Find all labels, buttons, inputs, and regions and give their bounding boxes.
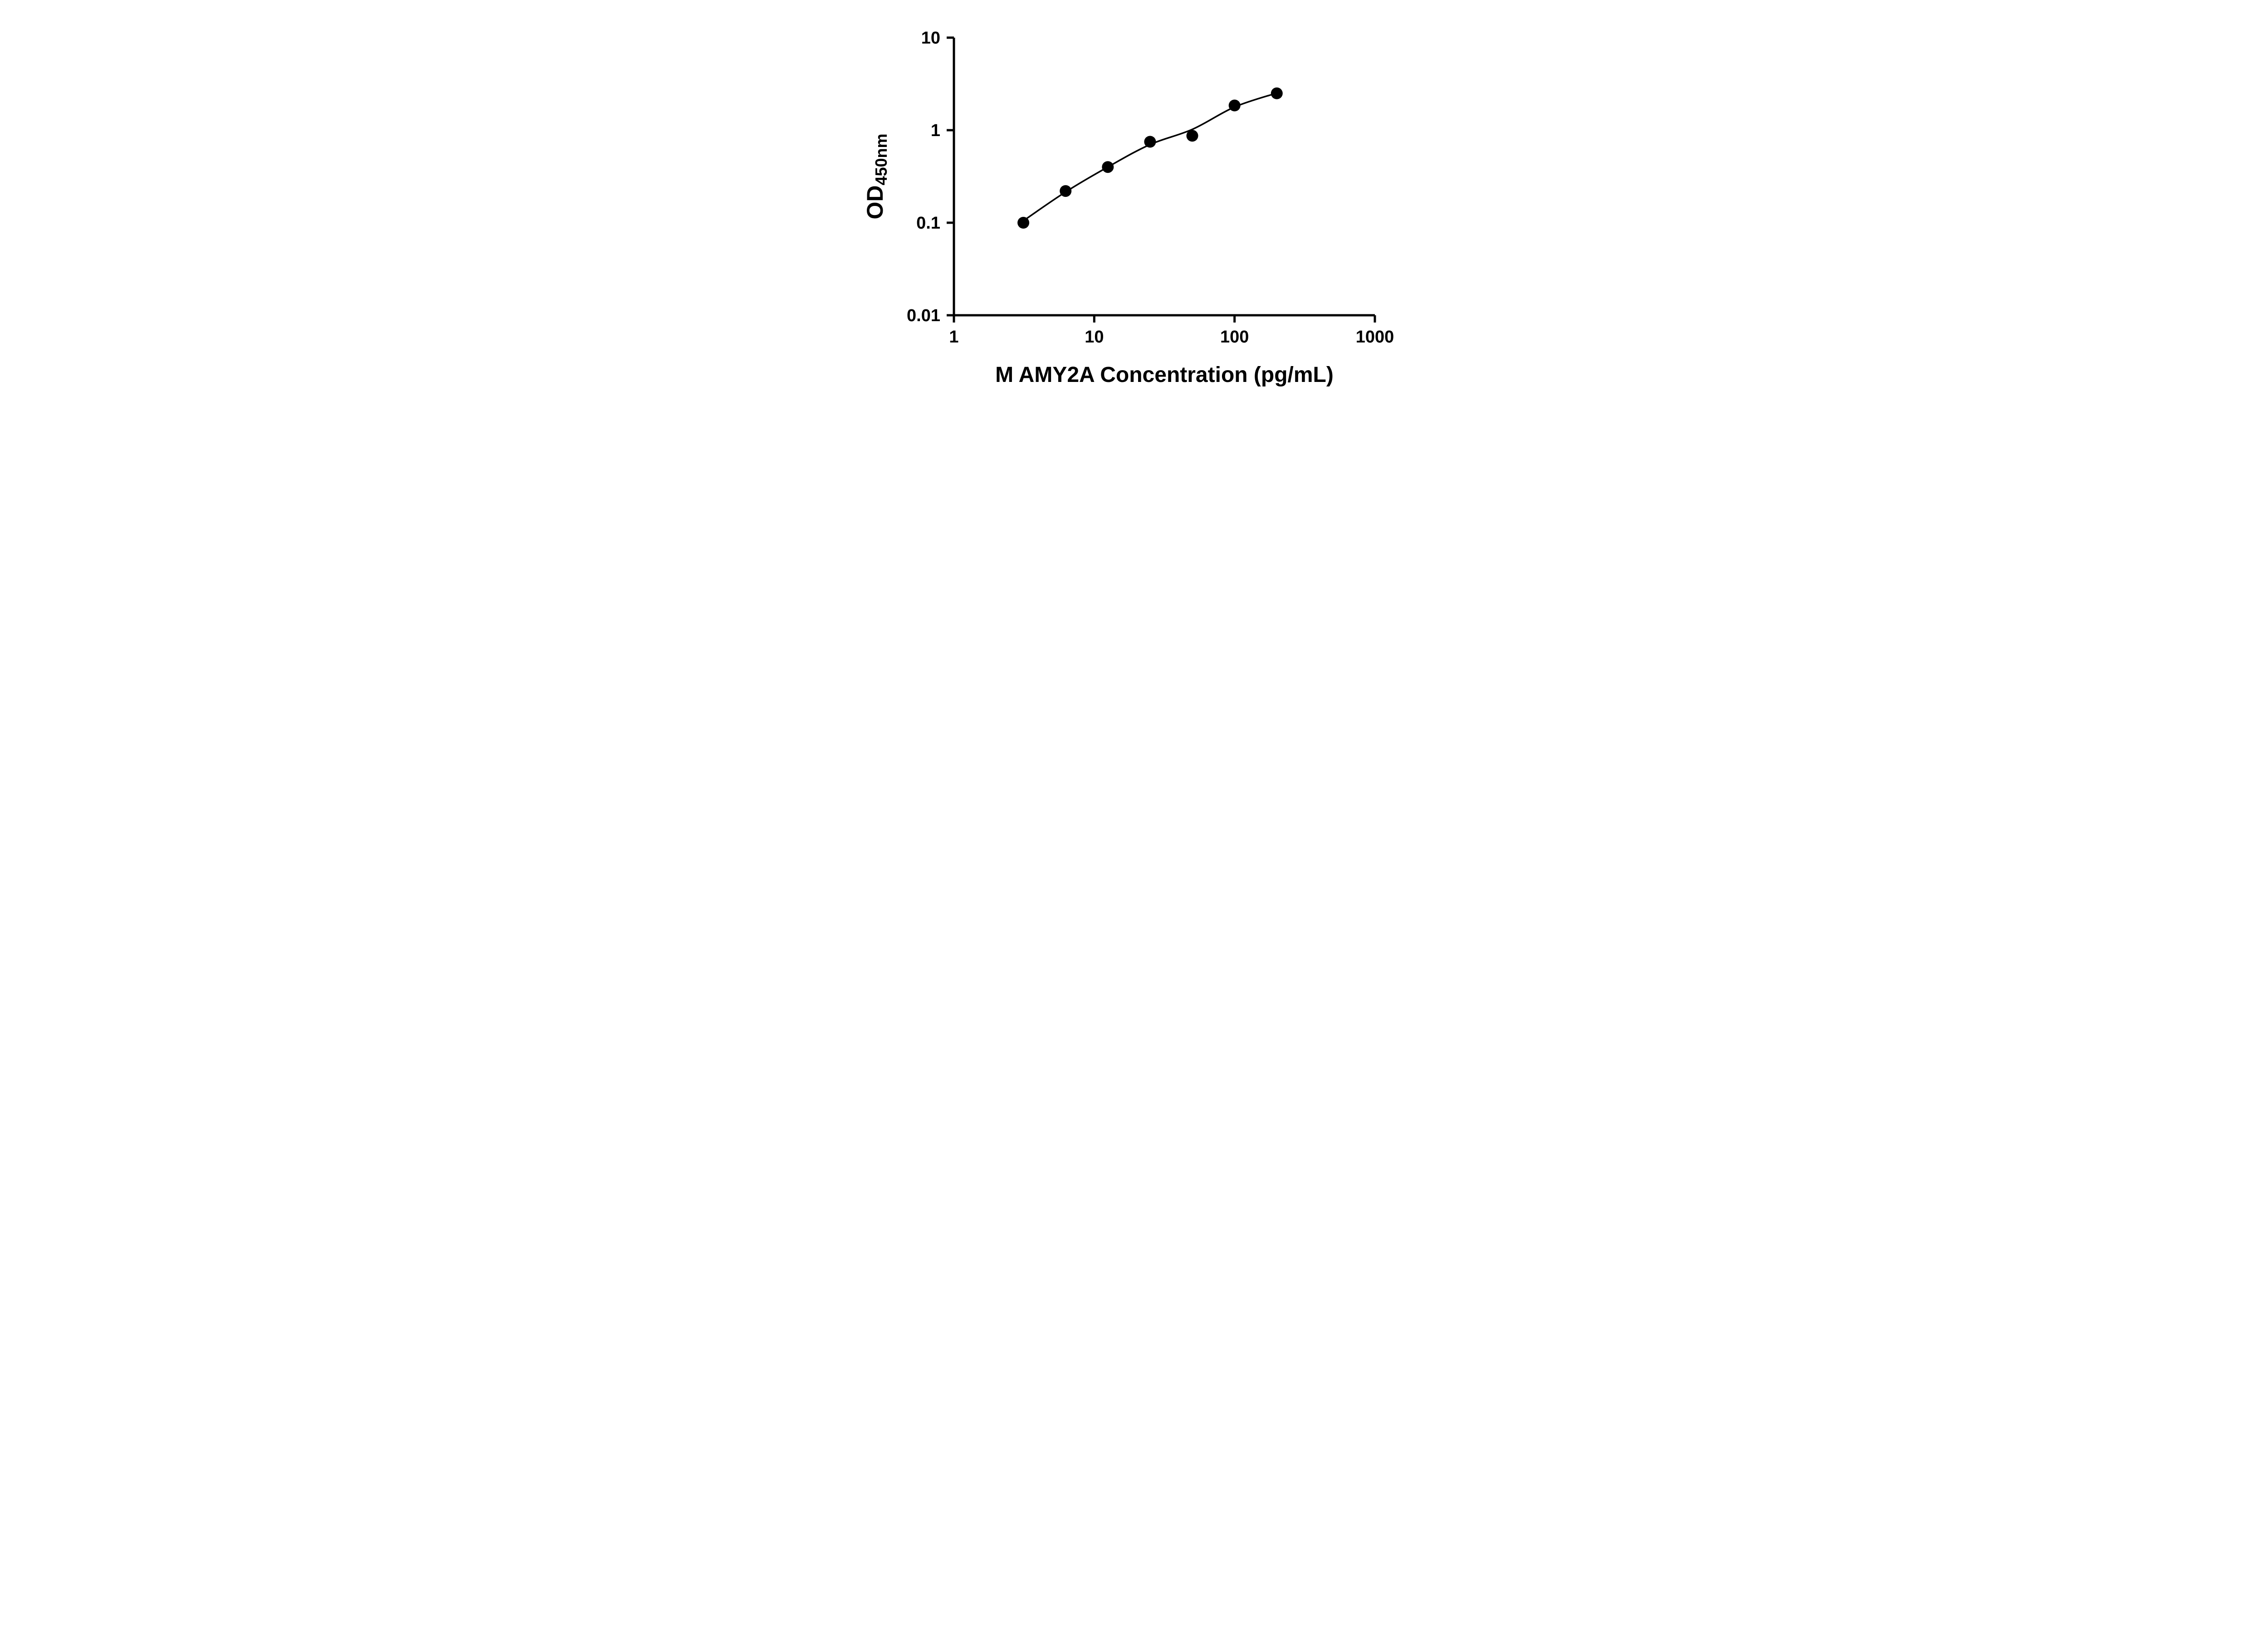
x-tick-label: 100 [1220, 328, 1248, 347]
data-point-marker [1101, 161, 1114, 173]
x-tick-label: 1000 [1355, 328, 1394, 347]
tick-labels-layer: 1 10 100 1000 0.01 0.1 1 10 [907, 29, 1394, 347]
fit-curve-layer [1022, 92, 1278, 222]
tick-marks-layer [946, 36, 1376, 323]
data-point-marker [1186, 130, 1198, 142]
data-point-marker [1017, 217, 1029, 229]
axes-frame [953, 38, 1375, 317]
elisa-standard-curve-figure: 1 10 100 1000 0.01 0.1 1 10 M AMY2A Concentrati… [842, 0, 1426, 408]
data-point-marker [1059, 185, 1071, 197]
y-axis-title-subscript: 450nm [872, 133, 890, 185]
chart-canvas: 1 10 100 1000 0.01 0.1 1 10 M AMY2A Concentrati… [862, 29, 1394, 387]
y-tick-label: 0.01 [907, 306, 940, 325]
x-tick-label: 10 [1085, 328, 1104, 347]
y-axis-title-main: OD [862, 186, 888, 220]
y-tick-label: 0.1 [916, 214, 940, 233]
data-point-marker [1228, 99, 1241, 112]
data-point-marker [1271, 87, 1283, 99]
data-points-layer [1017, 87, 1283, 229]
data-point-marker [1144, 136, 1156, 148]
x-tick-label: 1 [949, 328, 958, 347]
x-axis-title: M AMY2A Concentration (pg/mL) [995, 363, 1334, 387]
y-axis-title: OD450nm [862, 133, 890, 219]
y-tick-label: 10 [921, 29, 940, 48]
axes-layer [953, 38, 1375, 317]
standard-curve-line [1022, 92, 1278, 222]
y-tick-label: 1 [930, 121, 940, 140]
